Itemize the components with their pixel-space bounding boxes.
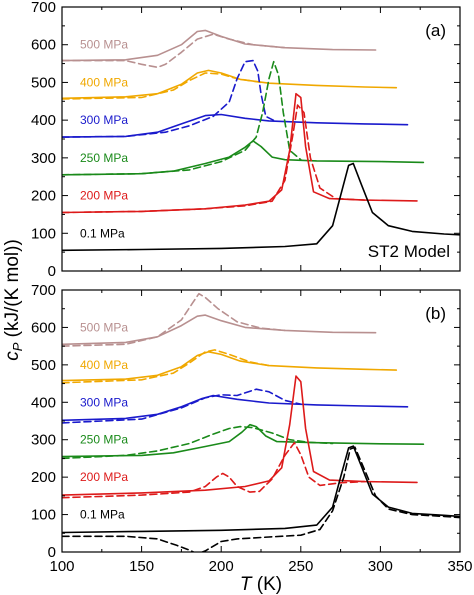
panel-label: (a) [425, 21, 446, 40]
series-line-250-mpa-dashed [62, 60, 302, 176]
y-tick-label: 600 [31, 37, 56, 54]
series-label: 400 MPa [80, 75, 128, 89]
series-line-200-mpa-dashed [62, 441, 366, 499]
y-tick-label: 200 [31, 188, 56, 205]
y-tick-label: 500 [31, 74, 56, 91]
x-tick-label: 100 [49, 558, 74, 575]
x-tick-label: 150 [129, 558, 154, 575]
series-group [62, 292, 460, 552]
y-tick-label: 100 [31, 507, 56, 524]
y-tick-label: 300 [31, 432, 56, 449]
series-label: 500 MPa [80, 320, 128, 334]
series-label: 0.1 MPa [80, 226, 125, 240]
x-tick-label: 300 [368, 558, 393, 575]
series-line-300-mpa-solid [62, 113, 409, 138]
series-label: 250 MPa [80, 151, 128, 165]
series-line-500-mpa-dashed [62, 33, 286, 69]
series-line-300-mpa-dashed [62, 59, 278, 138]
series-line-500-mpa-solid [62, 314, 377, 346]
series-label: 0.1 MPa [80, 508, 125, 522]
y-tick-label: 400 [31, 394, 56, 411]
series-line-250-mpa-dashed [62, 425, 334, 460]
y-tick-label: 0 [48, 263, 56, 280]
series-line-0-1-mpa-dashed [62, 446, 460, 552]
x-tick-label: 250 [288, 558, 313, 575]
y-tick-label: 300 [31, 150, 56, 167]
model-annotation: ST2 Model [368, 242, 450, 261]
y-tick-label: 500 [31, 357, 56, 374]
series-label: 250 MPa [80, 433, 128, 447]
y-tick-label: 700 [31, 0, 56, 16]
y-axis-label: cP (kJ/(K mol)) [2, 239, 25, 361]
series-line-200-mpa-solid [62, 375, 418, 496]
series-label: 200 MPa [80, 470, 128, 484]
y-tick-label: 400 [31, 112, 56, 129]
series-line-250-mpa-solid [62, 423, 425, 458]
series-line-400-mpa-dashed [62, 349, 270, 384]
series-label: 300 MPa [80, 113, 128, 127]
series-label: 500 MPa [80, 38, 128, 52]
series-label: 300 MPa [80, 395, 128, 409]
series-label: 400 MPa [80, 358, 128, 372]
x-axis-label: T (K) [240, 574, 282, 595]
panel-a: 0 100 200 300 400 500 600 700 500 MPa 400 MPa 300 … [31, 0, 461, 280]
series-group [62, 29, 460, 252]
series-line-400-mpa-dashed [62, 72, 262, 100]
series-line-300-mpa-dashed [62, 388, 302, 424]
series-line-500-mpa-dashed [62, 292, 286, 347]
y-tick-label: 700 [31, 282, 56, 299]
series-line-500-mpa-solid [62, 29, 377, 62]
series-line-0-1-mpa-solid [62, 162, 460, 252]
y-tick-label: 600 [31, 319, 56, 336]
x-tick-label: 350 [447, 558, 472, 575]
y-tick-label: 0 [48, 544, 56, 561]
y-tick-label: 200 [31, 469, 56, 486]
x-tick-label: 200 [209, 558, 234, 575]
series-label: 200 MPa [80, 189, 128, 203]
series-line-400-mpa-solid [62, 351, 398, 382]
series-line-0-1-mpa-solid [62, 445, 460, 534]
panel-label: (b) [425, 304, 446, 323]
series-line-200-mpa-dashed [62, 104, 366, 214]
y-tick-label: 100 [31, 225, 56, 242]
